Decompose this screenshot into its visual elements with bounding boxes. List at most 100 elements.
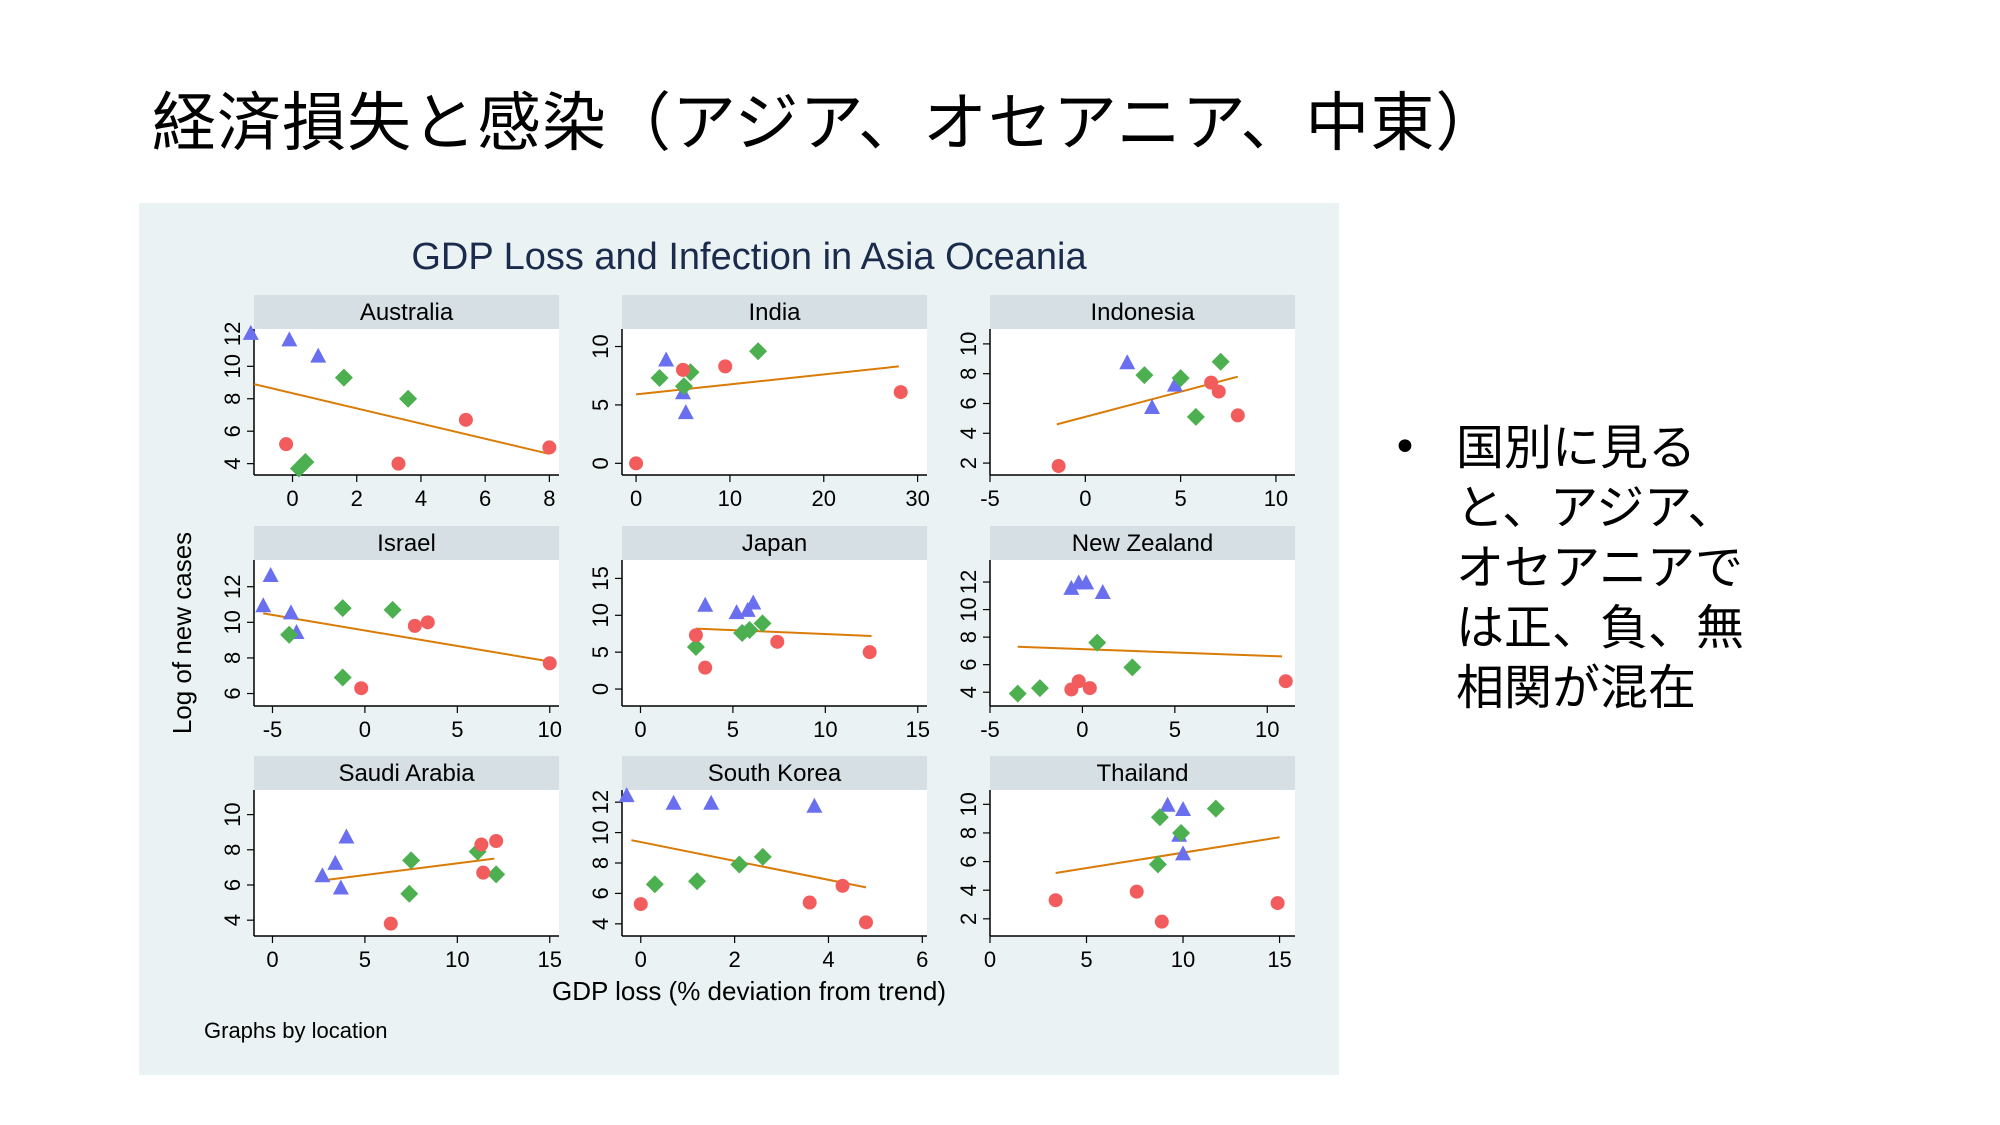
plot-area [990,790,1295,936]
y-tick-label: 8 [588,857,613,869]
triangle-point [338,828,355,844]
x-tick-label: 2 [728,947,740,972]
y-tick-label: 6 [956,855,981,867]
y-tick-label: 10 [588,820,613,844]
graphs-note: Graphs by location [204,1018,387,1043]
x-tick-label: 5 [1169,717,1181,742]
diamond-point [1088,633,1107,652]
bullet-text: 国別に見ると、アジア、オセアニアでは正、負、無相関が混在 [1456,420,1745,716]
triangle-point [327,854,344,870]
x-tick-label: 15 [1267,947,1291,972]
diamond-point [1186,407,1205,426]
y-tick-label: 8 [220,844,245,856]
triangle-point [677,404,694,420]
x-tick-label: 0 [984,947,996,972]
circle-point [474,837,489,852]
diamond-point [650,369,669,388]
triangle-point [1078,574,1095,590]
circle-point [489,834,504,849]
plot-area [622,560,927,706]
y-tick-label: 12 [220,322,245,346]
x-tick-label: 2 [351,486,363,511]
circle-point [542,656,557,671]
slide-title: 経済損失と感染（アジア、オセアニア、中東） [152,87,1501,161]
circle-point [770,634,785,649]
fit-line [263,612,550,663]
circle-point [1270,896,1285,911]
y-tick-label: 6 [588,887,613,899]
diamond-point [1171,369,1190,388]
x-tick-label: 0 [266,947,278,972]
x-tick-label: 0 [1076,717,1088,742]
y-tick-label: 8 [956,631,981,643]
plot-area [622,790,927,936]
circle-point [676,362,690,377]
triangle-point [242,324,259,340]
circle-point [629,456,644,471]
triangle-point [262,567,279,583]
circle-point [1129,884,1144,899]
triangle-point [314,867,331,883]
triangle-point [658,351,675,367]
circle-point [391,456,406,471]
circle-point [893,385,908,400]
triangle-point [697,596,714,612]
diamond-point [688,872,707,891]
triangle-point [1094,584,1111,600]
diamond-point [333,668,352,687]
circle-point [420,615,435,630]
x-tick-label: 10 [718,486,742,511]
panel-title: Indonesia [1090,299,1195,326]
x-tick-label: 5 [1080,947,1092,972]
diamond-point [749,342,768,361]
y-tick-label: 6 [956,397,981,409]
panel-australia: Australia 0 2 4 6 8 4 6 8 10 12 [220,295,559,511]
diamond-point [1150,808,1169,827]
panel-strip [254,526,559,560]
triangle-point [806,797,823,813]
panel-strip [990,526,1295,560]
panel-strip [622,526,927,560]
y-tick-label: 4 [956,427,981,439]
circle-point [1154,914,1169,929]
circle-point [835,878,850,893]
diamond-point [383,600,402,619]
y-tick-label: 4 [588,918,613,930]
triangle-point [1159,796,1176,812]
fit-line [631,839,867,889]
circle-point [862,645,877,660]
fit-line [1055,836,1280,875]
chart-title: GDP Loss and Infection in Asia Oceania [411,236,1087,278]
triangle-point [332,879,349,895]
fit-line [695,627,872,637]
x-tick-label: 0 [359,717,371,742]
panel-strip [622,756,927,790]
diamond-point [1135,366,1154,385]
diamond-point [753,614,772,633]
panel-india: India 0 10 20 30 0 5 10 [588,295,930,511]
x-tick-label: 0 [635,947,647,972]
triangle-point [255,597,272,613]
circle-point [279,437,294,452]
diamond-point [1123,658,1142,677]
triangle-point [1175,801,1192,817]
plot-area [622,329,927,475]
y-tick-label: 0 [588,457,613,469]
diamond-point [402,851,421,870]
diamond-point [1148,855,1167,874]
triangle-point [281,331,298,347]
panel-strip [254,295,559,329]
circle-point [1211,384,1226,399]
circle-point [1048,893,1063,908]
x-tick-label: 5 [1175,486,1187,511]
x-tick-label: 0 [630,486,642,511]
x-tick-label: 5 [727,717,739,742]
x-tick-label: -5 [980,717,1000,742]
diamond-point [753,847,772,866]
diamond-point [740,621,759,640]
fit-line [1017,645,1283,658]
panel-strip [622,295,927,329]
diamond-point [1008,684,1027,703]
y-tick-label: 10 [220,354,245,378]
